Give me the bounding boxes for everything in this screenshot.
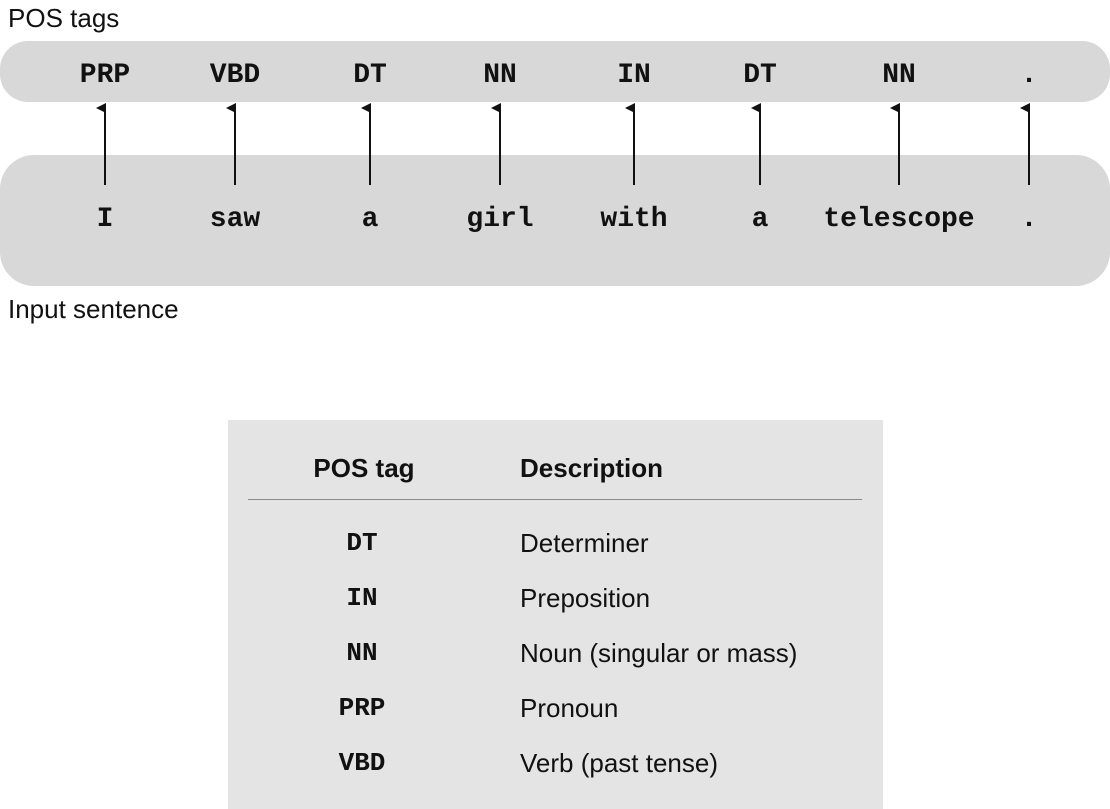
tag-6: DT bbox=[743, 60, 777, 91]
word-1: I bbox=[96, 204, 114, 235]
word-2: saw bbox=[209, 204, 261, 235]
pos-tags-label: POS tags bbox=[8, 3, 120, 33]
input-sentence-band bbox=[0, 155, 1110, 286]
table-row-tag: IN bbox=[346, 583, 378, 613]
word-7: telescope bbox=[823, 204, 975, 235]
pos-tags-band bbox=[0, 41, 1110, 102]
table-row-tag: VBD bbox=[338, 748, 386, 778]
word-6: a bbox=[751, 204, 769, 235]
table-row-tag: NN bbox=[346, 638, 378, 668]
table-row-tag: PRP bbox=[338, 693, 386, 723]
word-4: girl bbox=[466, 204, 534, 235]
tag-8: . bbox=[1020, 60, 1038, 91]
table-row-description: Preposition bbox=[520, 583, 651, 613]
pos-tag-table bbox=[228, 420, 883, 809]
tag-5: IN bbox=[617, 60, 651, 91]
table-row-description: Verb (past tense) bbox=[520, 748, 718, 778]
table-header-description: Description bbox=[520, 453, 664, 483]
table-divider bbox=[248, 499, 862, 500]
word-8: . bbox=[1020, 204, 1038, 235]
table-header-pos-tag: POS tag bbox=[313, 453, 415, 483]
tag-4: NN bbox=[483, 60, 517, 91]
word-3: a bbox=[361, 204, 379, 235]
tag-1: PRP bbox=[79, 60, 131, 91]
input-sentence-label: Input sentence bbox=[8, 294, 179, 324]
table-row-tag: DT bbox=[346, 528, 378, 558]
tag-3: DT bbox=[353, 60, 387, 91]
word-5: with bbox=[600, 204, 668, 235]
table-row-description: Noun (singular or mass) bbox=[520, 638, 798, 668]
table-row-description: Determiner bbox=[520, 528, 649, 558]
tag-2: VBD bbox=[209, 60, 261, 91]
table-row-description: Pronoun bbox=[520, 693, 619, 723]
tag-7: NN bbox=[882, 60, 916, 91]
